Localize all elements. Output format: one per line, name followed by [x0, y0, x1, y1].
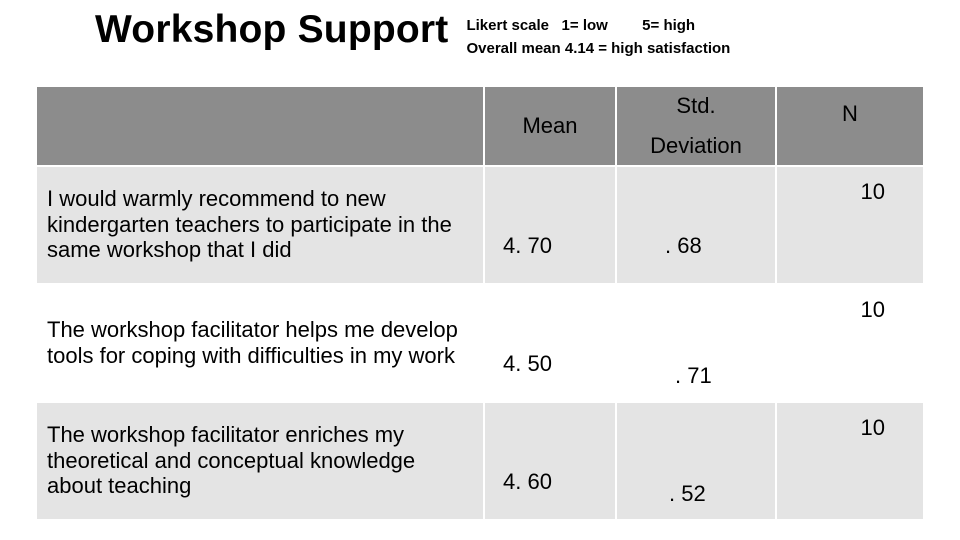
scale-low: 1= low — [562, 14, 608, 37]
n-cell: 10 — [776, 402, 924, 520]
header-std-bottom: Deviation — [650, 133, 742, 158]
mean-cell: 4. 70 — [484, 166, 616, 284]
n-value: 10 — [861, 297, 885, 323]
mean-value: 4. 60 — [503, 469, 552, 495]
sd-value: . 71 — [675, 363, 712, 389]
n-value: 10 — [861, 415, 885, 441]
header-std: Std. Deviation — [616, 86, 776, 166]
mean-value: 4. 50 — [503, 351, 552, 377]
slide: Workshop Support Likert scale 1= low 5= … — [0, 0, 960, 540]
header-mean: Mean — [484, 86, 616, 166]
header-n: N — [776, 86, 924, 166]
scale-line: Likert scale 1= low 5= high — [466, 14, 730, 37]
sd-value: . 52 — [669, 481, 706, 507]
sd-value: . 68 — [665, 233, 702, 259]
table-header-row: Mean Std. Deviation N — [36, 86, 924, 166]
header-std-top: Std. — [617, 93, 775, 119]
item-text: The workshop facilitator helps me develo… — [36, 284, 484, 402]
mean-cell: 4. 50 — [484, 284, 616, 402]
sd-cell: . 71 — [616, 284, 776, 402]
n-cell: 10 — [776, 166, 924, 284]
n-value: 10 — [861, 179, 885, 205]
item-text: The workshop facilitator enriches my the… — [36, 402, 484, 520]
overall-line: Overall mean 4.14 = high satisfaction — [466, 37, 730, 60]
scale-high: 5= high — [642, 14, 695, 37]
table-row: I would warmly recommend to new kinderga… — [36, 166, 924, 284]
table-row: The workshop facilitator enriches my the… — [36, 402, 924, 520]
scale-prefix: Likert scale — [466, 14, 549, 37]
mean-cell: 4. 60 — [484, 402, 616, 520]
slide-title: Workshop Support — [95, 8, 448, 52]
sd-cell: . 68 — [616, 166, 776, 284]
n-cell: 10 — [776, 284, 924, 402]
stats-table: Mean Std. Deviation N I would warmly rec… — [35, 85, 925, 521]
table-row: The workshop facilitator helps me develo… — [36, 284, 924, 402]
header-meta: Likert scale 1= low 5= high Overall mean… — [466, 14, 730, 61]
sd-cell: . 52 — [616, 402, 776, 520]
header-row: Workshop Support Likert scale 1= low 5= … — [0, 8, 960, 61]
item-text: I would warmly recommend to new kinderga… — [36, 166, 484, 284]
header-blank — [36, 86, 484, 166]
mean-value: 4. 70 — [503, 233, 552, 259]
